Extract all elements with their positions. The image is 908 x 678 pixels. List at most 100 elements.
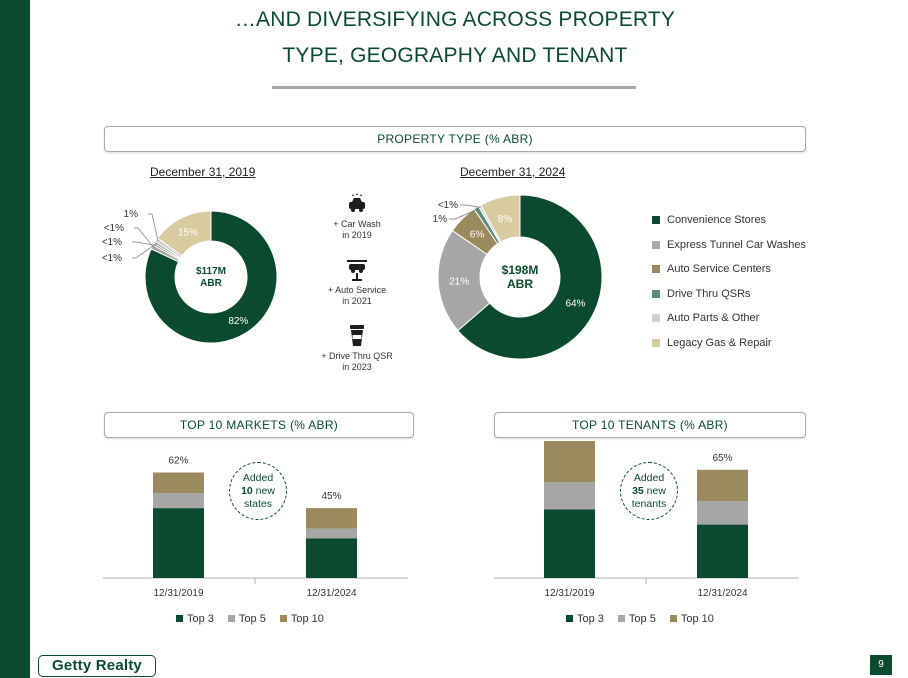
markets-legend: Top 3 Top 5 Top 10 <box>176 613 324 625</box>
bar1-category-0: 12/31/2019 <box>153 588 203 599</box>
added-tenants-count: 35 <box>632 484 644 497</box>
added-tenants-line1: Added <box>633 471 665 484</box>
legend-label: Auto Service Centers <box>667 263 771 276</box>
legend-swatch <box>652 314 660 323</box>
legend-swatch <box>652 216 660 225</box>
donut1-callout-2: <1% <box>102 237 122 248</box>
bar1-1-top5 <box>306 528 357 539</box>
donut2-slice-0 <box>457 194 603 360</box>
legend-label: Drive Thru QSRs <box>667 287 751 300</box>
donut2-label-0: 64% <box>565 298 585 309</box>
donut1-callout-3: <1% <box>102 253 122 264</box>
bar-legend-swatch <box>176 615 183 622</box>
bar-legend-swatch <box>566 615 573 622</box>
drive-thru-group: + Drive Thru QSR in 2023 <box>312 324 402 373</box>
legend-label: Express Tunnel Car Washes <box>667 238 806 251</box>
auto-service-icon <box>347 260 367 281</box>
property-type-legend: Convenience Stores Express Tunnel Car Was… <box>652 208 806 355</box>
added-states-line1: Added <box>242 471 274 484</box>
bar-legend-swatch <box>669 615 677 622</box>
added-states-count: 10 <box>241 484 253 497</box>
added-states-line2: new <box>255 484 275 497</box>
date-2019-label: December 31, 2019 <box>150 165 256 179</box>
legend-label: Convenience Stores <box>667 214 767 227</box>
bar2-total-1: 65% <box>712 453 732 464</box>
added-states-badge: Added 10 new states <box>229 462 287 520</box>
bar2-category-0: 12/31/2019 <box>544 588 594 599</box>
legend-item: Express Tunnel Car Washes <box>652 233 806 258</box>
donut1-callout-line-3 <box>132 243 157 259</box>
donut2-callout-3: 1% <box>433 214 448 225</box>
car-wash-line1: + Car Wash <box>333 219 381 229</box>
donut2-slice-1 <box>437 229 491 332</box>
legend-item: Auto Parts & Other <box>652 306 806 331</box>
bar1-0-top3 <box>153 508 204 578</box>
donut1-slice-5 <box>156 210 212 257</box>
donut1-label-0: 82% <box>228 316 248 327</box>
donut2-callout-4: <1% <box>438 200 458 211</box>
legend-swatch <box>652 265 660 274</box>
legend-label: Legacy Gas & Repair <box>667 336 772 349</box>
donut1-callout-line-4 <box>148 213 159 242</box>
legend-swatch <box>652 240 660 249</box>
page-title-line2: TYPE, GEOGRAPHY AND TENANT <box>282 44 628 67</box>
legend-swatch <box>652 289 660 298</box>
sidebar-stripe <box>0 0 30 678</box>
bar1-total-0: 62% <box>168 456 188 467</box>
legend-swatch <box>652 338 660 347</box>
donut1-center-label: ABR <box>200 278 222 289</box>
page-title-line1: …AND DIVERSIFYING ACROSS PROPERTY <box>234 8 676 31</box>
auto-service-line2: in 2021 <box>342 296 372 306</box>
bar-legend-label: Top 5 <box>238 613 266 625</box>
bar2-0-top5 <box>544 482 595 510</box>
donut1-slice-0 <box>144 210 278 344</box>
legend-label: Auto Parts & Other <box>667 312 760 325</box>
drive-thru-line2: in 2023 <box>342 362 372 372</box>
car-wash-line2: in 2019 <box>342 230 372 240</box>
donut2-slice-5 <box>479 194 521 243</box>
tenants-header: TOP 10 TENANTS (% ABR) <box>494 412 806 438</box>
legend-item: Convenience Stores <box>652 208 806 233</box>
bar1-1-top10 <box>306 508 357 529</box>
bar2-1-top5 <box>697 501 748 525</box>
bar-legend-label: Top 5 <box>628 613 656 625</box>
donut1-label-5: 15% <box>178 228 198 239</box>
title-divider <box>272 86 636 89</box>
donut1-callout-line-1 <box>134 227 155 249</box>
bar1-0-top5 <box>153 493 204 509</box>
legend-item: Legacy Gas & Repair <box>652 331 806 356</box>
donut2-label-1: 21% <box>449 276 469 287</box>
bar-legend-item: Top 3 <box>566 613 604 625</box>
bar1-1-top3 <box>306 538 357 578</box>
bar-legend-item: Top 5 <box>227 613 266 625</box>
added-states-line3: states <box>243 497 272 510</box>
property-type-header: PROPERTY TYPE (% ABR) <box>104 126 806 152</box>
auto-service-group: + Auto Service in 2021 <box>312 258 402 307</box>
donut2-callout-line-3 <box>449 209 478 220</box>
car-wash-icon <box>349 193 365 212</box>
bar-legend-swatch <box>279 615 287 622</box>
bar2-0-top10 <box>544 441 595 483</box>
added-tenants-badge: Added 35 new tenants <box>620 462 678 520</box>
bar2-0-top3 <box>544 509 595 578</box>
donut2-label-5: 8% <box>498 214 513 225</box>
donut2-label-2: 6% <box>470 230 485 241</box>
bar-legend-label: Top 10 <box>290 613 324 625</box>
markets-header: TOP 10 MARKETS (% ABR) <box>104 412 414 438</box>
donut2-center-value: $198M <box>502 263 539 277</box>
bar-legend-item: Top 3 <box>176 613 214 625</box>
bar2-category-1: 12/31/2024 <box>697 588 747 599</box>
bar2-1-top3 <box>697 524 748 578</box>
bar-legend-item: Top 10 <box>279 613 324 625</box>
donut1-callout-4: 1% <box>124 209 139 220</box>
drive-thru-cup-icon <box>350 325 364 346</box>
auto-service-line1: + Auto Service <box>327 285 387 295</box>
drive-thru-line1: + Drive Thru QSR <box>321 351 393 361</box>
page-number: 9 <box>870 655 892 675</box>
bar-legend-swatch <box>617 615 625 622</box>
bar-legend-label: Top 3 <box>577 613 604 625</box>
bar-legend-item: Top 5 <box>617 613 656 625</box>
legend-item: Auto Service Centers <box>652 257 806 282</box>
donut1-callout-1: <1% <box>104 223 124 234</box>
bar-legend-label: Top 3 <box>187 613 214 625</box>
